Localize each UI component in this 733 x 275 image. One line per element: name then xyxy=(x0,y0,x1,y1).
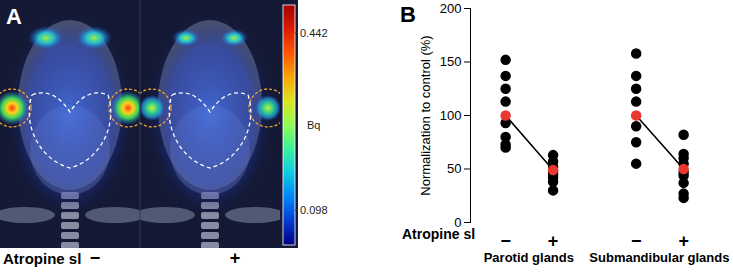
html-text:Parotid glands: Parotid glands xyxy=(483,250,574,265)
svg-text:Normalization to control (%): Normalization to control (%) xyxy=(418,35,433,195)
html-text:B: B xyxy=(400,2,416,27)
svg-text:−: − xyxy=(500,231,511,251)
svg-text:+: + xyxy=(230,248,241,268)
svg-text:200: 200 xyxy=(440,1,462,16)
svg-text:−: − xyxy=(90,248,101,268)
svg-text:100: 100 xyxy=(440,108,462,123)
svg-text:150: 150 xyxy=(440,54,462,69)
svg-text:A: A xyxy=(6,4,22,29)
svg-text:0.442: 0.442 xyxy=(300,27,328,39)
svg-text:0.098: 0.098 xyxy=(300,204,328,216)
html-text:Atropine sl: Atropine sl xyxy=(402,226,476,242)
svg-text:+: + xyxy=(548,231,559,251)
html-text:Submandibular glands: Submandibular glands xyxy=(589,250,730,265)
svg-text:+: + xyxy=(678,231,689,251)
svg-text:0: 0 xyxy=(454,214,462,230)
svg-text:Bq: Bq xyxy=(307,119,320,131)
svg-text:50: 50 xyxy=(447,161,461,176)
svg-text:−: − xyxy=(631,231,642,251)
svg-text:Atropine sl: Atropine sl xyxy=(3,250,81,267)
